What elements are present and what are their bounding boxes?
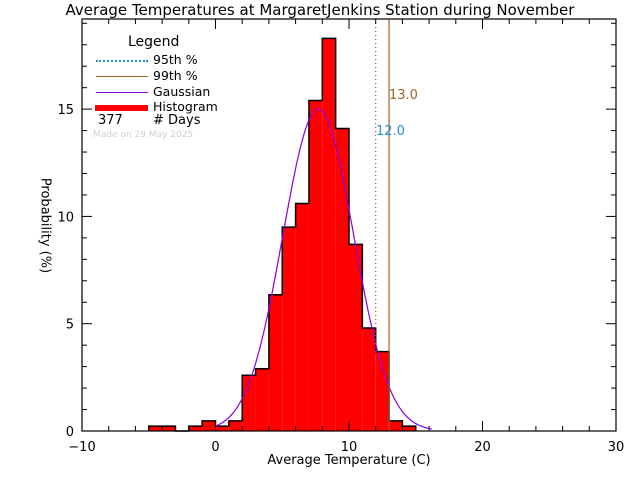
- histogram-bar: [308, 100, 323, 432]
- x-tick-label: 30: [608, 440, 625, 455]
- histogram-bar: [162, 426, 176, 431]
- p99-value-label: 13.0: [389, 88, 418, 103]
- y-tick-label: 5: [66, 318, 74, 333]
- histogram-bar: [322, 38, 336, 431]
- histogram-bar: [268, 294, 283, 431]
- histogram-bar: [202, 420, 216, 431]
- legend-label: 95th %: [153, 52, 198, 67]
- histogram-bar: [349, 244, 363, 431]
- histogram-bar: [282, 227, 296, 431]
- histogram-bar: [188, 426, 203, 431]
- y-tick-label: 0: [66, 425, 74, 440]
- chart-title: Average Temperatures at MargaretJenkins …: [65, 1, 575, 19]
- gaussian-curve: [215, 108, 432, 430]
- x-tick-label: 20: [474, 440, 491, 455]
- days-label: # Days: [153, 113, 201, 128]
- x-tick-label: 10: [341, 440, 358, 455]
- legend-header: Legend: [128, 34, 180, 50]
- histogram-bar: [389, 420, 403, 431]
- histogram-bar: [148, 426, 163, 431]
- histogram-bar: [402, 426, 416, 431]
- histogram-bar: [295, 203, 309, 431]
- y-tick-label: 15: [57, 103, 74, 118]
- histogram-bar: [255, 368, 269, 431]
- dotted-line-swatch-icon: [96, 60, 148, 62]
- x-tick-label: 0: [211, 440, 219, 455]
- legend-label: Gaussian: [153, 84, 211, 99]
- thick-bar-swatch-icon: [95, 105, 148, 111]
- histogram-bar: [335, 128, 349, 431]
- histogram-bar: [215, 426, 229, 431]
- legend-label: 99th %: [153, 68, 198, 83]
- made-on-note: Made on 29 May 2025: [93, 130, 194, 140]
- histogram-bar: [242, 375, 256, 431]
- histogram-bar: [228, 420, 243, 431]
- p95-value-label: 12.0: [376, 124, 405, 139]
- x-axis-label: Average Temperature (C): [267, 453, 431, 468]
- solid-line-swatch-icon: [96, 92, 148, 93]
- x-tick-label: −10: [68, 440, 95, 455]
- solid-line-swatch-icon: [96, 76, 148, 77]
- histogram-bar: [362, 328, 376, 431]
- y-axis-label: Probability (%): [37, 177, 53, 274]
- days-count: 377: [98, 113, 123, 128]
- legend-label: Histogram: [153, 99, 218, 114]
- y-tick-label: 10: [57, 210, 74, 225]
- histogram-bar: [375, 351, 390, 431]
